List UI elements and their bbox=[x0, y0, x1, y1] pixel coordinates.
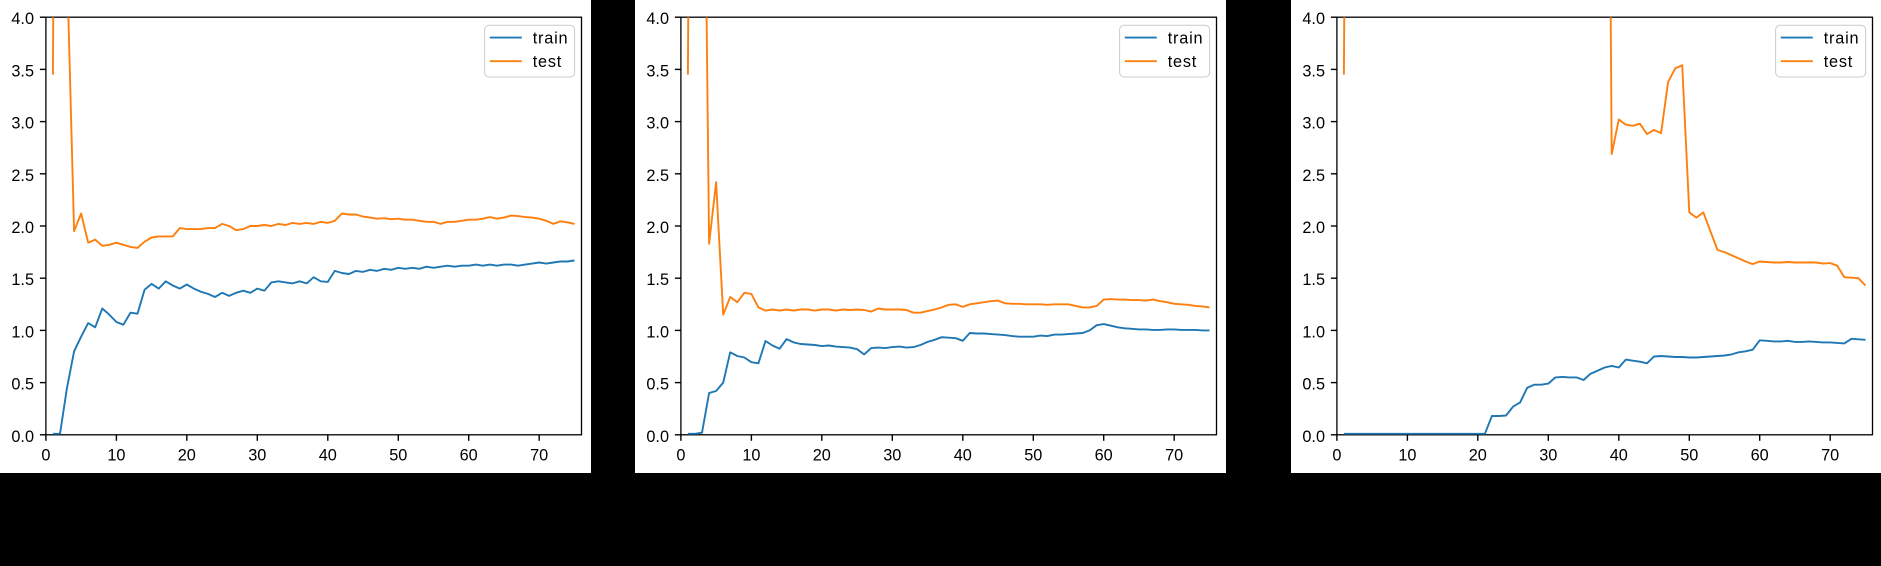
svg-text:test: test bbox=[533, 53, 562, 71]
svg-text:3.0: 3.0 bbox=[646, 115, 669, 133]
svg-text:3.5: 3.5 bbox=[646, 62, 669, 80]
svg-text:0.0: 0.0 bbox=[11, 428, 34, 446]
svg-text:50: 50 bbox=[1024, 446, 1042, 464]
svg-text:3.0: 3.0 bbox=[11, 115, 34, 133]
svg-text:60: 60 bbox=[1751, 446, 1769, 464]
svg-text:50: 50 bbox=[1680, 446, 1698, 464]
svg-text:3.5: 3.5 bbox=[1302, 62, 1325, 80]
svg-text:4.0: 4.0 bbox=[1302, 10, 1325, 28]
svg-text:0: 0 bbox=[676, 446, 685, 464]
svg-text:2.0: 2.0 bbox=[646, 219, 669, 237]
svg-text:30: 30 bbox=[883, 446, 901, 464]
svg-text:70: 70 bbox=[530, 446, 548, 464]
svg-text:0: 0 bbox=[41, 446, 50, 464]
svg-text:20: 20 bbox=[813, 446, 831, 464]
svg-text:1.5: 1.5 bbox=[646, 271, 669, 289]
svg-text:10: 10 bbox=[107, 446, 125, 464]
svg-text:train: train bbox=[1168, 29, 1204, 47]
svg-text:50: 50 bbox=[389, 446, 407, 464]
svg-text:0.5: 0.5 bbox=[11, 376, 34, 394]
svg-text:40: 40 bbox=[319, 446, 337, 464]
svg-text:60: 60 bbox=[460, 446, 478, 464]
svg-text:20: 20 bbox=[178, 446, 196, 464]
svg-text:30: 30 bbox=[248, 446, 266, 464]
svg-text:1.0: 1.0 bbox=[1302, 323, 1325, 341]
svg-text:3.0: 3.0 bbox=[1302, 115, 1325, 133]
svg-text:test: test bbox=[1824, 53, 1853, 71]
svg-text:test: test bbox=[1168, 53, 1197, 71]
svg-text:1.0: 1.0 bbox=[11, 323, 34, 341]
svg-text:1.5: 1.5 bbox=[1302, 271, 1325, 289]
svg-text:1.5: 1.5 bbox=[11, 271, 34, 289]
svg-text:2.0: 2.0 bbox=[11, 219, 34, 237]
svg-text:3.5: 3.5 bbox=[11, 62, 34, 80]
svg-text:10: 10 bbox=[1398, 446, 1416, 464]
svg-text:2.5: 2.5 bbox=[1302, 167, 1325, 185]
svg-text:30: 30 bbox=[1539, 446, 1557, 464]
svg-text:40: 40 bbox=[1610, 446, 1628, 464]
svg-text:0.5: 0.5 bbox=[1302, 376, 1325, 394]
svg-text:0.5: 0.5 bbox=[646, 376, 669, 394]
svg-text:train: train bbox=[533, 29, 569, 47]
svg-text:10: 10 bbox=[742, 446, 760, 464]
svg-text:2.5: 2.5 bbox=[11, 167, 34, 185]
svg-text:4.0: 4.0 bbox=[11, 10, 34, 28]
svg-text:70: 70 bbox=[1165, 446, 1183, 464]
svg-text:1.0: 1.0 bbox=[646, 323, 669, 341]
svg-text:40: 40 bbox=[954, 446, 972, 464]
svg-text:70: 70 bbox=[1821, 446, 1839, 464]
svg-text:2.5: 2.5 bbox=[646, 167, 669, 185]
svg-text:0.0: 0.0 bbox=[1302, 428, 1325, 446]
svg-text:0.0: 0.0 bbox=[646, 428, 669, 446]
svg-text:4.0: 4.0 bbox=[646, 10, 669, 28]
svg-text:train: train bbox=[1824, 29, 1860, 47]
svg-text:60: 60 bbox=[1095, 446, 1113, 464]
svg-text:2.0: 2.0 bbox=[1302, 219, 1325, 237]
svg-text:0: 0 bbox=[1332, 446, 1341, 464]
svg-text:20: 20 bbox=[1469, 446, 1487, 464]
